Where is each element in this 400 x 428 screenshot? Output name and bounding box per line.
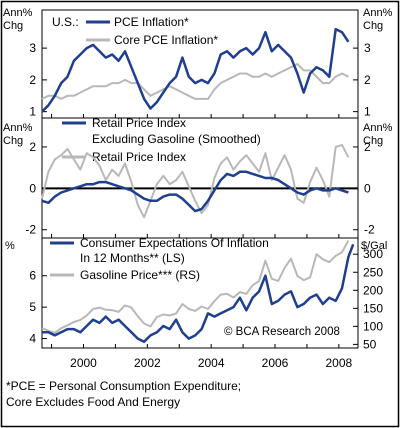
footnote-line-2: Core Excludes Food And Energy (6, 395, 181, 409)
panel-1-ylabel-right-1: Ann% (363, 7, 393, 19)
panel-1-ylabel-left-1: Ann% (3, 7, 33, 19)
xaxis-tick-label: 2006 (262, 356, 289, 370)
panel-1-frame (41, 9, 359, 119)
panel-3-frame (41, 237, 359, 349)
panel-1-ytick-label-right: 1 (364, 105, 371, 119)
panel-3-ytick-label-right: 200 (363, 283, 383, 297)
panel-2-ytick-label-left: -2 (25, 223, 36, 237)
panel-1-ytick-label-left: 3 (29, 41, 36, 55)
panel-2-ytick-label-right: -2 (364, 223, 375, 237)
xaxis-tick-label: 2004 (198, 356, 225, 370)
legend-label-rpi: Retail Price Index (92, 150, 186, 164)
panel-2-ytick-label-right: 2 (364, 140, 371, 154)
panel-1-ytick-label-left: 2 (29, 73, 36, 87)
panel-3-ytick-label-left: 4 (29, 332, 36, 346)
legend-label-gasoline: Gasoline Price*** (RS) (80, 268, 200, 282)
series-line-p2-1 (41, 143, 350, 219)
panel-1-ylabel-right-2: Chg (363, 20, 383, 32)
panel-3-ylabel-left: % (5, 240, 15, 252)
panel-3-ytick-label-left: 5 (29, 300, 36, 314)
legend-label-expectations-1: Consumer Expectations Of Inflation (80, 236, 269, 250)
panel-1-ytick-label-right: 3 (364, 41, 371, 55)
panel-1-label: U.S.: (52, 15, 79, 29)
panel-2-ytick-label-left: 0 (29, 181, 36, 195)
xaxis-tick-label: 2000 (70, 356, 97, 370)
footnote-line-1: *PCE = Personal Consumption Expenditure; (6, 379, 242, 393)
legend-label-pce: PCE Inflation* (114, 15, 189, 29)
panel-2-ylabel-right-2: Chg (363, 135, 383, 147)
copyright-text: © BCA Research 2008 (224, 326, 340, 338)
panel-2-ytick-label-right: 0 (364, 181, 371, 195)
legend-label-rpi-ex-gas-1: Retail Price Index (92, 116, 186, 130)
panel-2-ytick-label-left: 2 (29, 140, 36, 154)
panel-1-ylabel-left-2: Chg (3, 20, 23, 32)
panel-2-ylabel-left-2: Chg (3, 135, 23, 147)
panel-2-ylabel-left-1: Ann% (3, 122, 33, 134)
panel-2-ylabel-right-1: Ann% (363, 122, 393, 134)
legend-label-expectations-2: In 12 Months** (LS) (80, 251, 185, 265)
series-line-p3-1 (41, 240, 350, 334)
legend-label-rpi-ex-gas-2: Excluding Gasoline (Smoothed) (92, 132, 261, 146)
panel-3-ytick-label-right: 50 (363, 337, 377, 351)
panel-1-ytick-label-right: 2 (364, 73, 371, 87)
series-line-p1-1 (41, 63, 349, 100)
series-line-p3-0 (42, 243, 355, 343)
series-line-p2-0 (41, 170, 349, 213)
panel-3-ylabel-right: $/Gal (361, 240, 387, 252)
series-line-p1-0 (41, 27, 350, 113)
panel-3-ytick-label-left: 6 (29, 269, 36, 283)
xaxis-tick-label: 2002 (134, 356, 161, 370)
panel-3-ytick-label-right: 250 (363, 265, 383, 279)
panel-3-ytick-label-right: 300 (363, 247, 383, 261)
footnote: *PCE = Personal Consumption Expenditure;… (6, 378, 396, 410)
chart-marks: 1 1 2 2 3 3 -2 -2 0 0 2 2 4 5 6 50 100 150 200 250 300 2000 20… (25, 27, 383, 370)
panel-1-ytick-label-left: 1 (29, 105, 36, 119)
panel-3-ytick-label-right: 150 (363, 301, 383, 315)
legend-label-core-pce: Core PCE Inflation* (114, 33, 218, 47)
xaxis-tick-label: 2008 (325, 356, 352, 370)
panel-3-ytick-label-right: 100 (363, 319, 383, 333)
